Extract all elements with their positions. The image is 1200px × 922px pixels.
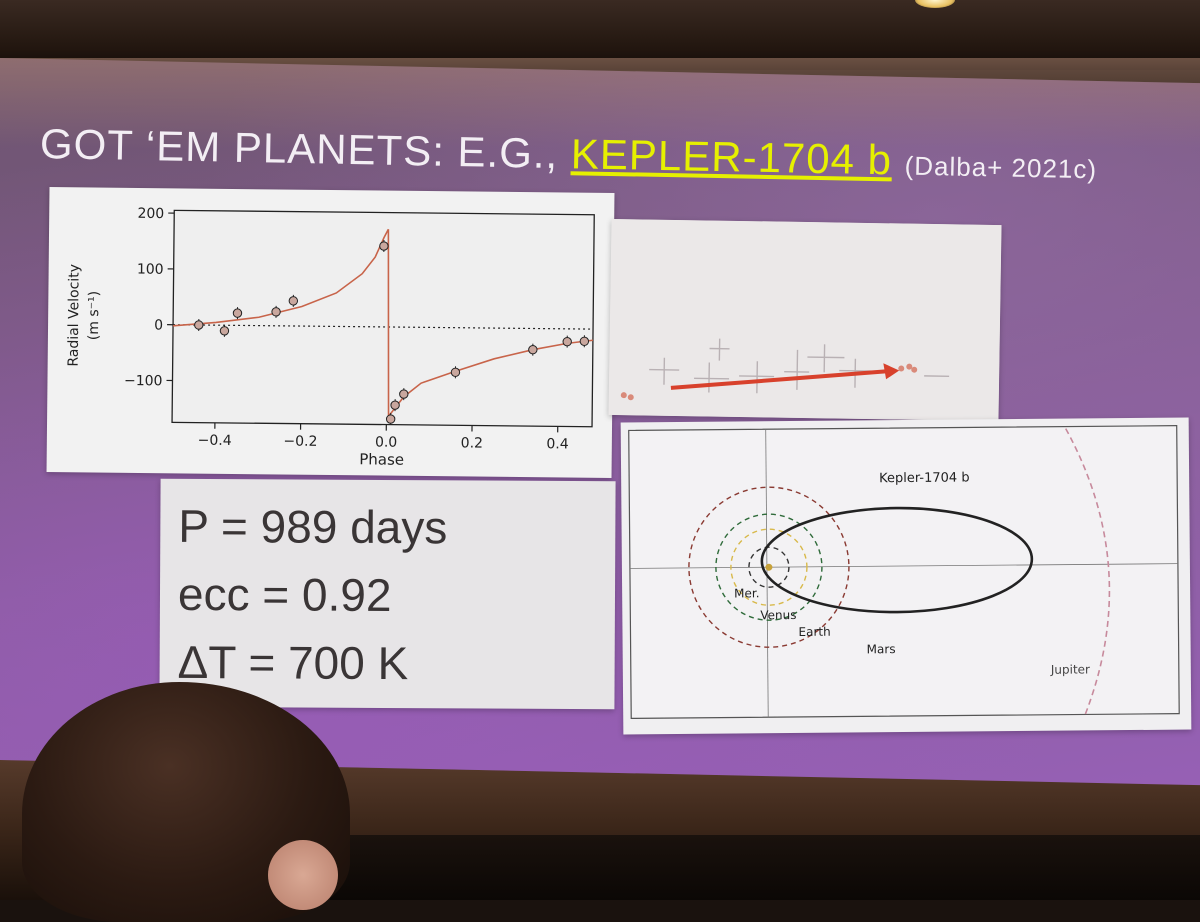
label-venus: Venus bbox=[760, 608, 796, 622]
rv-ylabel-line1: Radial Velocity bbox=[66, 264, 83, 367]
rv-point bbox=[289, 297, 297, 305]
label-jupiter: Jupiter bbox=[1050, 662, 1090, 676]
y-tick-label: 0 bbox=[154, 318, 163, 334]
parameters-box: P = 989 days ecc = 0.92 ΔT = 700 K bbox=[159, 479, 615, 709]
x-tick-label: 0.0 bbox=[375, 434, 397, 450]
title-prefix: GOT ‘EM PLANETS: E.G., bbox=[40, 120, 572, 177]
label-earth: Earth bbox=[798, 625, 830, 639]
x-tick-label: −0.4 bbox=[198, 433, 232, 449]
rv-point bbox=[272, 308, 280, 316]
x-tick-label: −0.2 bbox=[283, 434, 317, 450]
y-tick-label: −100 bbox=[124, 373, 163, 389]
rv-point bbox=[529, 345, 537, 353]
astrometry-panel bbox=[608, 219, 1001, 421]
astrometry-plot bbox=[608, 219, 1001, 421]
sun-marker bbox=[765, 564, 772, 571]
rv-point bbox=[386, 415, 394, 423]
rv-point bbox=[580, 337, 588, 345]
orbit-diagram-panel: Kepler-1704 b Mer. Venus Earth Mars Jupi… bbox=[621, 418, 1192, 735]
rv-point bbox=[195, 321, 203, 329]
x-tick-label: 0.2 bbox=[461, 435, 483, 451]
title-link[interactable]: KEPLER-1704 b bbox=[570, 130, 892, 183]
rv-xlabel: Phase bbox=[359, 450, 404, 468]
period-value: P = 989 days bbox=[178, 499, 447, 554]
orbit-frame bbox=[629, 426, 1179, 719]
rv-point bbox=[451, 368, 459, 376]
astrometry-frame bbox=[608, 219, 1001, 421]
y-tick-label: 200 bbox=[137, 206, 164, 222]
title-reference: (Dalba+ 2021c) bbox=[904, 151, 1097, 185]
rv-ylabel-line2: (m s⁻¹) bbox=[86, 291, 103, 340]
rv-point bbox=[563, 337, 571, 345]
rv-point bbox=[380, 242, 388, 250]
rv-plot-panel: −0.4 −0.2 0.0 0.2 0.4 200 100 0 −100 Phase Radia… bbox=[47, 187, 615, 478]
planet-label: Kepler-1704 b bbox=[879, 470, 970, 486]
delta-t-value: ΔT = 700 K bbox=[178, 635, 409, 690]
rv-chart: −0.4 −0.2 0.0 0.2 0.4 200 100 0 −100 Phase Radia… bbox=[47, 187, 615, 478]
rv-point bbox=[220, 327, 228, 335]
orbit-diagram: Kepler-1704 b Mer. Venus Earth Mars Jupi… bbox=[621, 418, 1192, 735]
rv-point bbox=[391, 401, 399, 409]
rv-point bbox=[233, 309, 241, 317]
stage-lip bbox=[330, 835, 1200, 900]
label-mercury: Mer. bbox=[734, 586, 760, 600]
eccentricity-value: ecc = 0.92 bbox=[178, 567, 392, 622]
y-tick-label: 100 bbox=[137, 262, 164, 278]
x-tick-label: 0.4 bbox=[546, 436, 569, 452]
label-mars: Mars bbox=[867, 642, 896, 656]
rv-point bbox=[400, 390, 408, 398]
